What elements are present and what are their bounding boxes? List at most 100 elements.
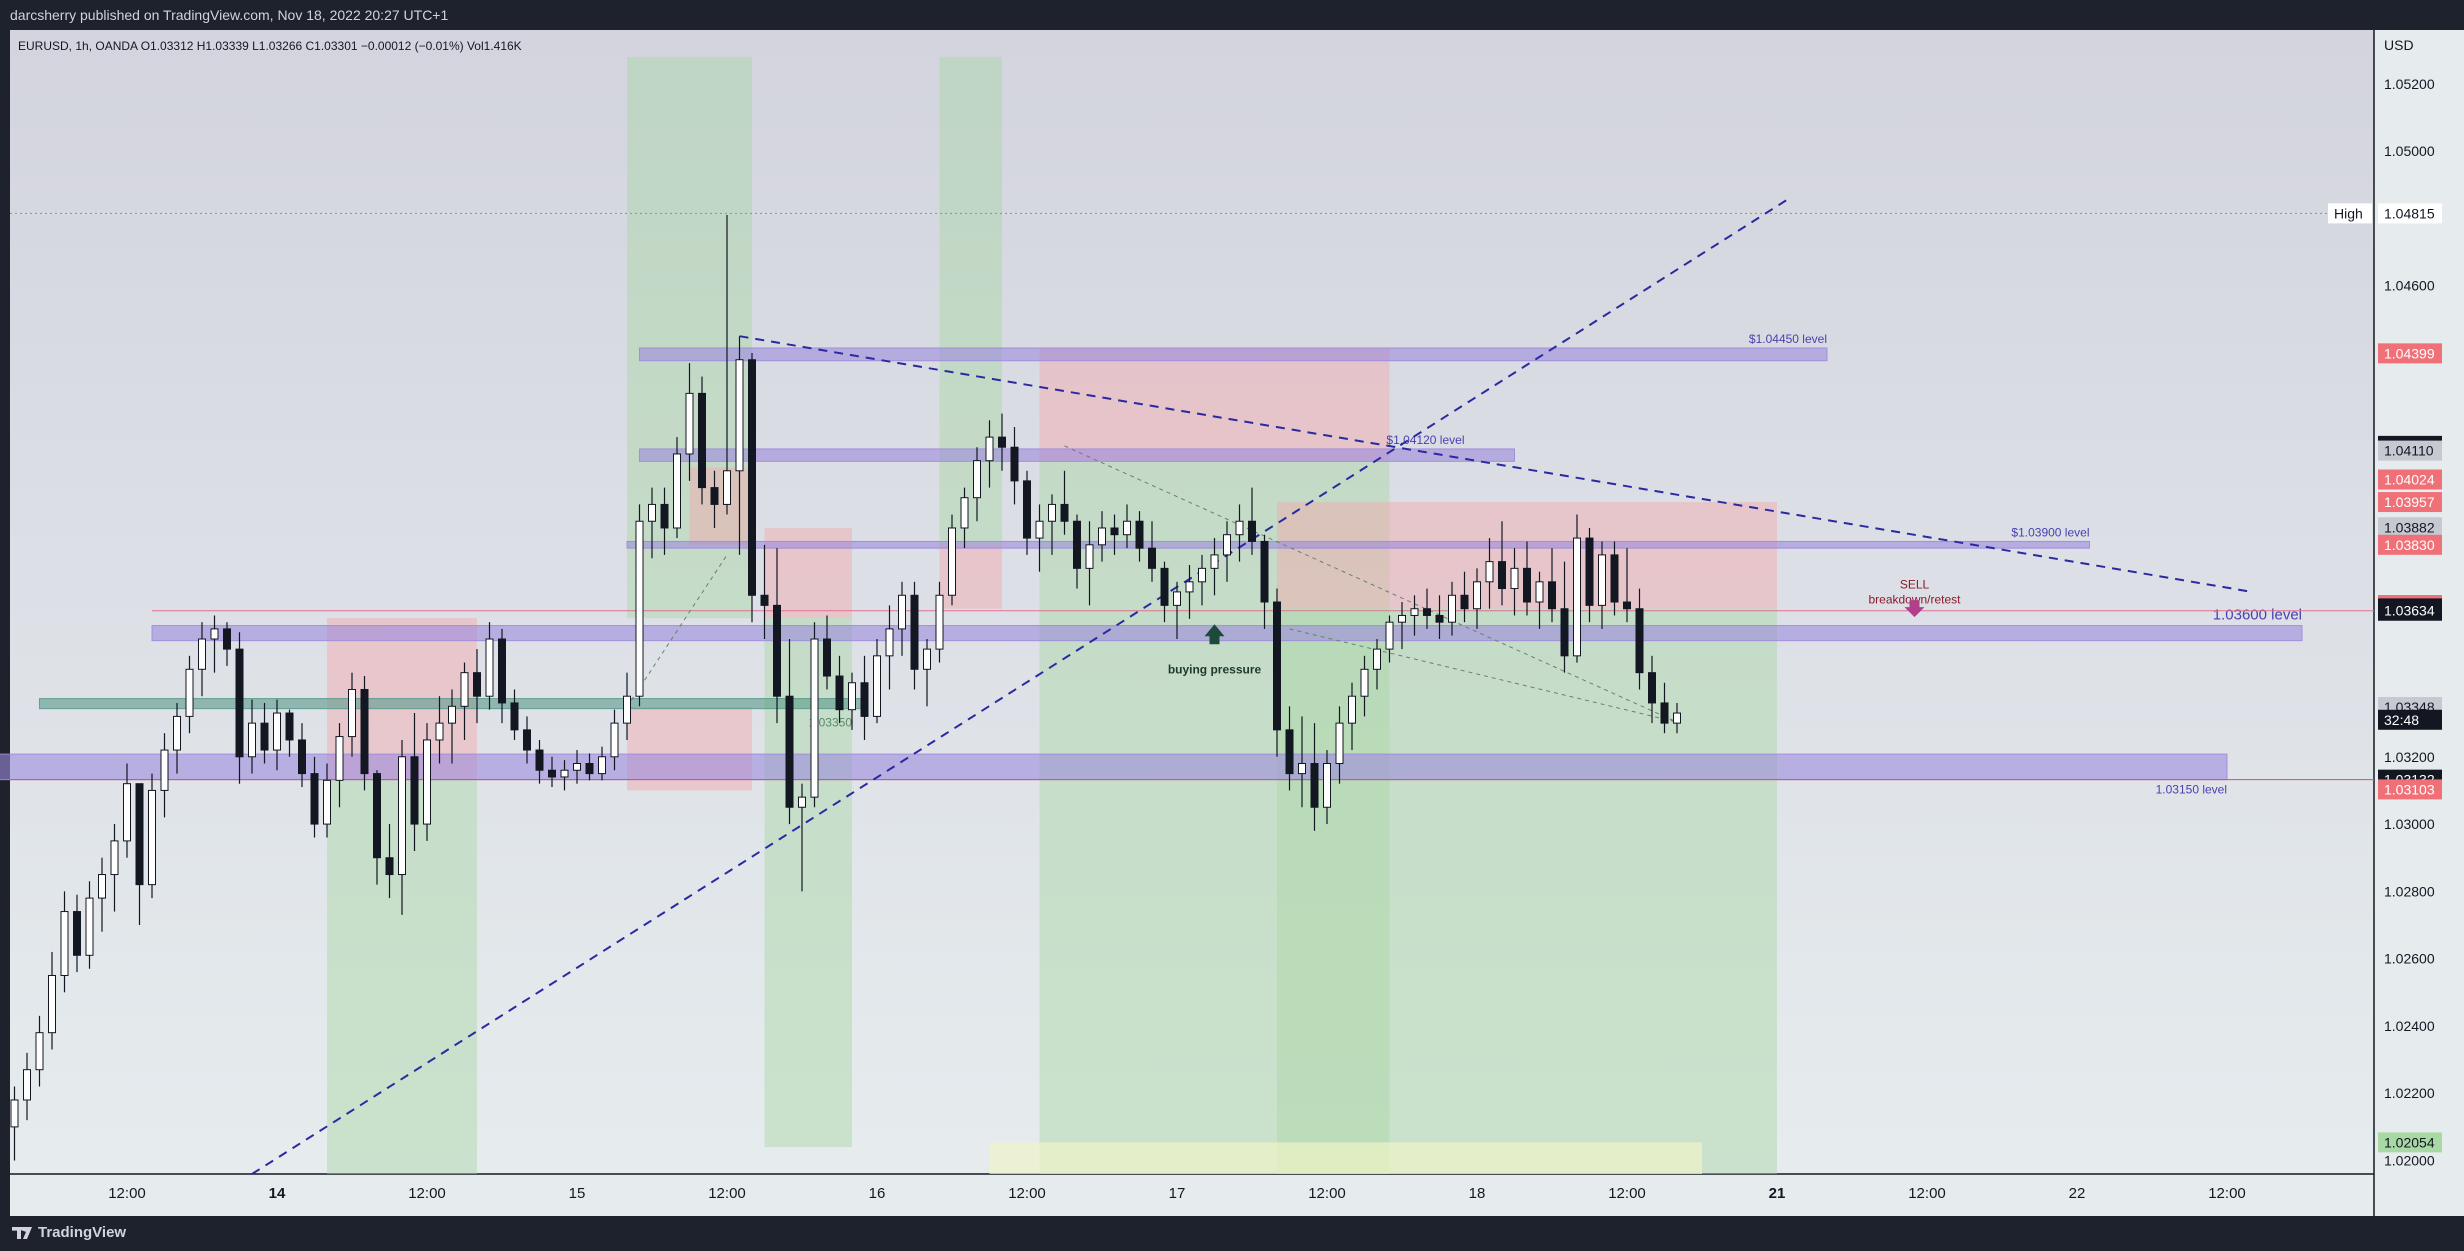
candle-bear [1285,729,1294,775]
level-label: 1.03600 level [2213,607,2302,624]
candle-bull [1573,537,1581,657]
time-tick: 15 [569,1185,586,1202]
candle-bull [110,840,119,876]
zone-green [627,56,752,619]
price-label-box [2378,203,2442,224]
level-label: $1.04120 level [1386,433,1464,447]
time-tick: 16 [869,1185,886,1202]
candle-bear [1635,608,1644,674]
candle-bear [410,756,419,825]
candle-bull [885,628,894,657]
candle-bull [1173,591,1181,606]
zone-green [1277,722,1777,1174]
candle-bear [835,675,844,711]
candle-bear [1548,581,1556,610]
candle-bull [635,520,644,697]
candle-bull [198,638,206,670]
time-tick: 12:00 [1008,1185,1046,1202]
price-tick: 1.03000 [2384,816,2435,832]
publish-line: darcsherry published on TradingView.com,… [10,7,449,23]
brand-name: TradingView [38,1224,127,1241]
currency-label[interactable]: USD [2384,37,2414,53]
candle-bull [1048,503,1056,522]
tradingview-logo[interactable]: TradingView [12,1224,126,1241]
candle-bull [348,688,356,738]
candle-bear [1560,608,1569,657]
candle-bear [660,503,669,529]
price-scale-background[interactable] [2374,30,2464,1216]
candle-bull [1123,520,1131,536]
candle-bull [210,628,219,640]
candle-bull [573,763,581,771]
candle-bull [485,638,494,697]
candle-bull [160,749,169,791]
candle-bear [910,594,919,670]
time-tick: 12:00 [1308,1185,1346,1202]
chart[interactable]: $1.04450 level $1.04120 level $1.03900 lev… [0,0,2464,1216]
candle-bull [10,1099,19,1128]
time-axis: 12:00 14 12:00 15 12:00 16 12:00 17 12:00 18 12:00… [108,1185,2246,1202]
price-label-tag: High [2334,205,2363,221]
candle-bear [135,783,144,886]
candle-bear [1148,547,1156,569]
candle-bull [1398,614,1406,623]
candle-bear [823,638,831,677]
candle-bear [298,739,306,775]
candle-bear [310,773,319,825]
candle-bull [248,722,256,758]
candle-bear [510,702,519,731]
time-tick: 21 [1769,1185,1786,1202]
candle-bear [360,688,369,775]
candle-bull [48,974,56,1034]
candle-bull [398,756,406,876]
buy-arrow-icon [1204,624,1225,645]
candle-bear [373,773,381,859]
price-label-value: 1.03830 [2384,537,2435,553]
candle-bull [898,594,906,630]
annotation: SELL [1900,578,1930,592]
price-label-value: 1.04024 [2384,472,2435,488]
candle-bull [985,436,994,462]
candle-bull [1410,608,1419,616]
candle-bull [673,453,681,529]
price-tick: 1.02200 [2384,1085,2435,1101]
candle-bear [1060,503,1069,522]
time-scale-background[interactable] [10,1174,2374,1216]
candle-bear [760,594,769,606]
zone-yellow [989,1142,1702,1174]
candle-bear [585,763,594,775]
candle-bull [973,460,981,499]
candle-bull [460,672,469,707]
candle-bull [623,695,631,724]
price-label-box [2378,534,2442,555]
price-label-box [2378,469,2442,490]
candle-bull [1298,763,1306,775]
candle-bear [1160,567,1169,606]
candle-bull [1673,712,1681,724]
candle-bear [235,648,244,758]
level-label: $1.03900 level [2011,525,2089,539]
candle-bull [1473,581,1481,610]
candle-bear [998,436,1006,448]
candle-bear [1623,601,1631,610]
candle-bull [685,392,694,455]
annotation: buying pressure [1168,663,1262,677]
candle-bear [1460,594,1469,610]
candle-bull [1535,581,1544,603]
candle-bear [1660,702,1669,724]
candle-bear [1423,608,1431,616]
guide-line [626,554,728,708]
candle-bear [1610,554,1619,603]
level-band [639,448,1515,462]
symbol-info: EURUSD, 1h, OANDA O1.03312 H1.03339 L1.0… [18,39,522,53]
price-label-box [2378,440,2442,461]
candle-bear [1073,520,1081,569]
level-band [639,347,1828,362]
candle-bull [98,874,106,899]
candle-bull [1035,520,1044,539]
candle-bull [1348,695,1356,724]
candle-bull [273,712,281,751]
price-label-box [2378,343,2442,364]
candle-bull [1210,554,1219,569]
